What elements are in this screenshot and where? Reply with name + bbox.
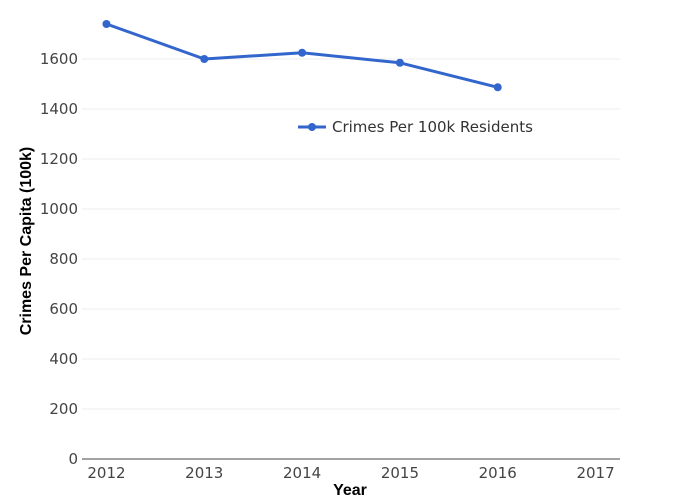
x-tick-labels: 2012 2013 2014 2015 2016 2017 <box>87 464 614 482</box>
y-tick-labels: 0 200 400 600 800 1000 1200 1400 1600 <box>40 50 78 468</box>
y-tick-label: 400 <box>49 350 78 368</box>
series-group <box>102 20 502 92</box>
legend-background <box>292 110 542 144</box>
x-tick-label: 2014 <box>283 464 321 482</box>
y-tick-label: 800 <box>49 250 78 268</box>
x-tick-label: 2017 <box>576 464 614 482</box>
x-tick-label: 2016 <box>479 464 517 482</box>
y-tick-label: 600 <box>49 300 78 318</box>
y-axis-title: Crimes Per Capita (100k) <box>18 147 35 336</box>
legend-label: Crimes Per 100k Residents <box>332 118 533 136</box>
data-point[interactable] <box>102 20 111 28</box>
gridlines <box>82 58 620 410</box>
y-tick-label: 0 <box>68 450 78 468</box>
y-tick-label: 1600 <box>40 50 78 68</box>
legend[interactable]: Crimes Per 100k Residents <box>292 110 542 144</box>
legend-marker-swatch <box>308 123 316 131</box>
x-axis-title: Year <box>333 482 367 499</box>
y-tick-label: 1000 <box>40 200 78 218</box>
x-tick-label: 2012 <box>87 464 125 482</box>
y-tick-label: 1200 <box>40 150 78 168</box>
y-tick-label: 1400 <box>40 100 78 118</box>
x-tick-label: 2015 <box>381 464 419 482</box>
x-tick-label: 2013 <box>185 464 223 482</box>
y-tick-label: 200 <box>49 400 78 418</box>
data-point[interactable] <box>200 55 209 63</box>
data-point[interactable] <box>395 58 404 67</box>
data-point[interactable] <box>493 83 502 92</box>
data-point[interactable] <box>298 48 307 57</box>
